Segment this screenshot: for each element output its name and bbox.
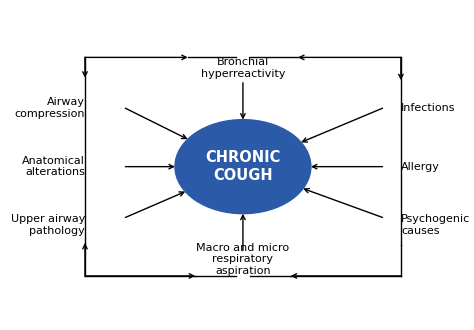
Text: Infections: Infections xyxy=(401,103,456,113)
Text: Airway
compression: Airway compression xyxy=(15,97,85,119)
Text: CHRONIC
COUGH: CHRONIC COUGH xyxy=(205,150,281,183)
Text: Psychogenic
causes: Psychogenic causes xyxy=(401,214,470,236)
Text: Allergy: Allergy xyxy=(401,162,440,172)
Text: Upper airway
pathology: Upper airway pathology xyxy=(10,214,85,236)
Circle shape xyxy=(175,120,311,214)
Text: Bronchial
hyperreactivity: Bronchial hyperreactivity xyxy=(201,57,285,79)
Text: Macro and micro
respiratory
aspiration: Macro and micro respiratory aspiration xyxy=(196,243,290,276)
Text: Anatomical
alterations: Anatomical alterations xyxy=(22,156,85,178)
